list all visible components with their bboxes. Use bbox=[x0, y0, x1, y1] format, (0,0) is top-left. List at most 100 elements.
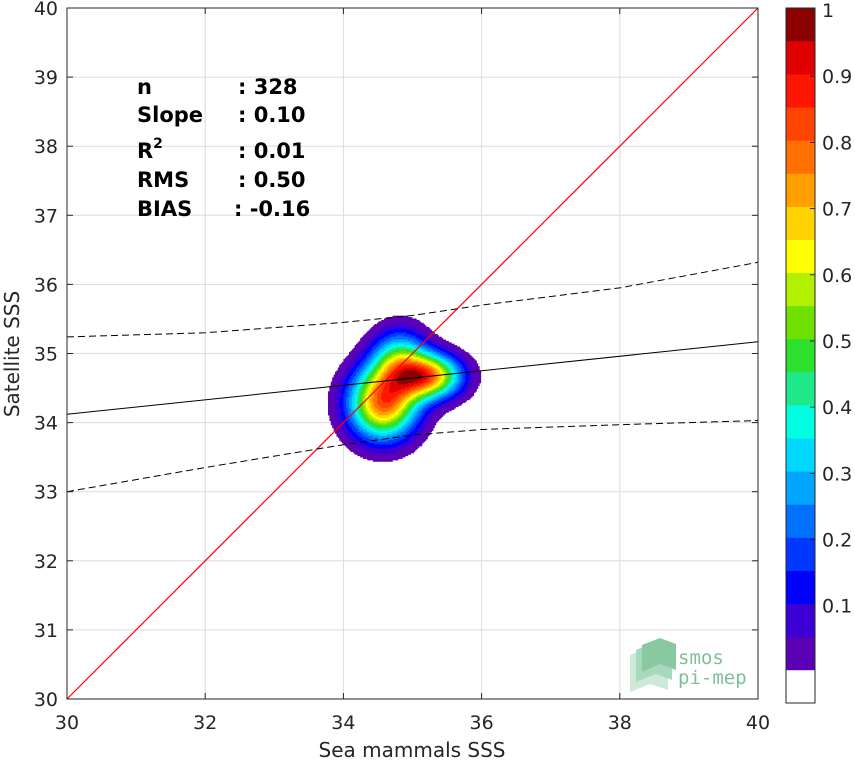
density-cell bbox=[370, 347, 372, 350]
density-cell bbox=[442, 342, 445, 345]
density-cell bbox=[419, 373, 421, 375]
density-cell bbox=[377, 364, 379, 367]
density-cell bbox=[395, 385, 398, 388]
density-cell bbox=[414, 338, 417, 340]
density-cell bbox=[388, 391, 391, 394]
density-cell bbox=[419, 396, 421, 399]
density-cell bbox=[381, 353, 384, 356]
density-cell bbox=[392, 319, 395, 322]
density-cell bbox=[343, 368, 346, 371]
density-cell bbox=[399, 367, 402, 370]
density-cell bbox=[409, 318, 412, 321]
density-cell bbox=[393, 377, 396, 380]
density-cell bbox=[368, 350, 371, 353]
density-cell bbox=[382, 353, 385, 356]
density-cell bbox=[409, 333, 412, 336]
density-cell bbox=[440, 394, 442, 396]
density-cell bbox=[393, 389, 396, 392]
density-cell bbox=[349, 359, 351, 361]
density-cell bbox=[339, 392, 342, 395]
density-cell bbox=[417, 342, 420, 345]
density-cell bbox=[368, 370, 371, 373]
density-cell bbox=[423, 366, 426, 368]
density-cell bbox=[400, 392, 403, 395]
density-cell bbox=[389, 368, 392, 371]
density-cell bbox=[372, 338, 375, 340]
density-cell bbox=[403, 321, 406, 324]
density-cell bbox=[424, 346, 427, 349]
density-cell bbox=[389, 328, 392, 331]
density-cell bbox=[388, 361, 391, 364]
density-cell bbox=[420, 353, 423, 356]
density-cell bbox=[398, 349, 400, 352]
density-cell bbox=[363, 389, 365, 392]
density-cell bbox=[470, 371, 473, 374]
density-cell bbox=[398, 370, 400, 373]
density-cell bbox=[382, 402, 385, 405]
density-cell bbox=[385, 322, 388, 325]
density-cell bbox=[335, 396, 337, 399]
density-cell bbox=[396, 398, 399, 401]
density-cell bbox=[339, 381, 342, 384]
density-cell bbox=[344, 391, 347, 394]
density-cell bbox=[420, 382, 423, 385]
density-cell bbox=[378, 389, 381, 392]
density-cell bbox=[337, 392, 340, 395]
density-cell bbox=[375, 401, 378, 403]
density-cell bbox=[420, 395, 423, 398]
density-cell bbox=[449, 396, 452, 399]
density-cell bbox=[370, 398, 372, 401]
density-cell bbox=[370, 331, 372, 333]
density-cell bbox=[385, 389, 388, 392]
density-cell bbox=[386, 347, 389, 350]
density-cell bbox=[370, 385, 372, 388]
density-cell bbox=[430, 336, 433, 339]
density-cell bbox=[339, 378, 342, 381]
density-cell bbox=[461, 380, 463, 382]
density-cell bbox=[420, 364, 423, 367]
density-cell bbox=[407, 373, 410, 375]
density-cell bbox=[458, 371, 461, 374]
density-cell bbox=[463, 373, 466, 375]
density-cell bbox=[458, 350, 461, 353]
density-cell bbox=[456, 357, 459, 360]
density-cell bbox=[445, 345, 448, 347]
density-cell bbox=[428, 385, 431, 388]
density-cell bbox=[386, 366, 389, 368]
density-cell bbox=[455, 361, 458, 364]
density-cell bbox=[343, 373, 346, 375]
density-cell bbox=[458, 398, 461, 401]
density-cell bbox=[424, 332, 427, 335]
density-cell bbox=[371, 366, 374, 368]
density-cell bbox=[405, 366, 407, 368]
density-cell bbox=[409, 328, 412, 331]
density-cell bbox=[440, 396, 442, 399]
density-cell bbox=[374, 374, 377, 377]
density-cell bbox=[430, 370, 433, 373]
density-cell bbox=[461, 374, 463, 377]
density-cell bbox=[399, 319, 402, 322]
density-cell bbox=[371, 368, 374, 371]
density-cell bbox=[342, 367, 344, 370]
density-cell bbox=[395, 315, 398, 318]
density-cell bbox=[378, 368, 381, 371]
density-cell bbox=[414, 398, 417, 401]
density-cell bbox=[434, 384, 437, 387]
density-cell bbox=[384, 328, 386, 331]
density-cell bbox=[427, 364, 430, 367]
density-cell bbox=[370, 377, 372, 380]
density-cell bbox=[378, 391, 381, 394]
density-cell bbox=[358, 366, 361, 368]
density-cell bbox=[444, 395, 447, 398]
density-cell bbox=[435, 395, 438, 398]
density-cell bbox=[445, 356, 448, 359]
density-cell bbox=[472, 374, 475, 377]
density-cell bbox=[335, 399, 337, 402]
density-cell bbox=[417, 380, 420, 382]
density-cell bbox=[434, 388, 437, 391]
density-cell bbox=[424, 350, 427, 353]
density-cell bbox=[372, 380, 375, 382]
density-cell bbox=[406, 317, 409, 319]
density-cell bbox=[361, 346, 364, 349]
density-cell bbox=[368, 333, 371, 336]
